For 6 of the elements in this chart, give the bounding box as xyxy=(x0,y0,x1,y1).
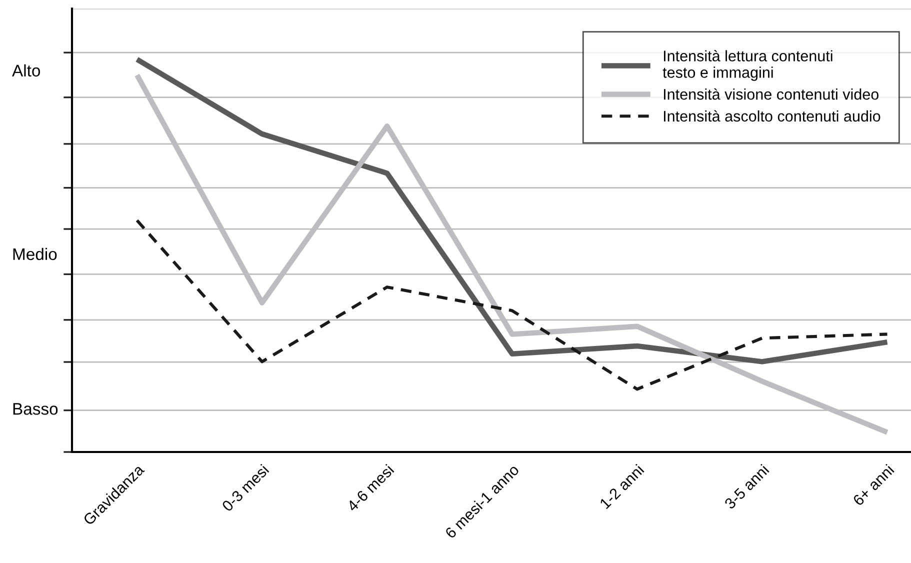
text: Basso xyxy=(13,403,58,415)
text: Medio xyxy=(13,248,57,260)
legend-label: Intensità ascolto contenuti audio xyxy=(664,110,880,122)
legend-label: Intensità lettura contenuti testo e immagini xyxy=(662,50,832,81)
text: Alto xyxy=(12,64,40,77)
legend-label: Intensità visione contenuti video xyxy=(664,88,878,100)
